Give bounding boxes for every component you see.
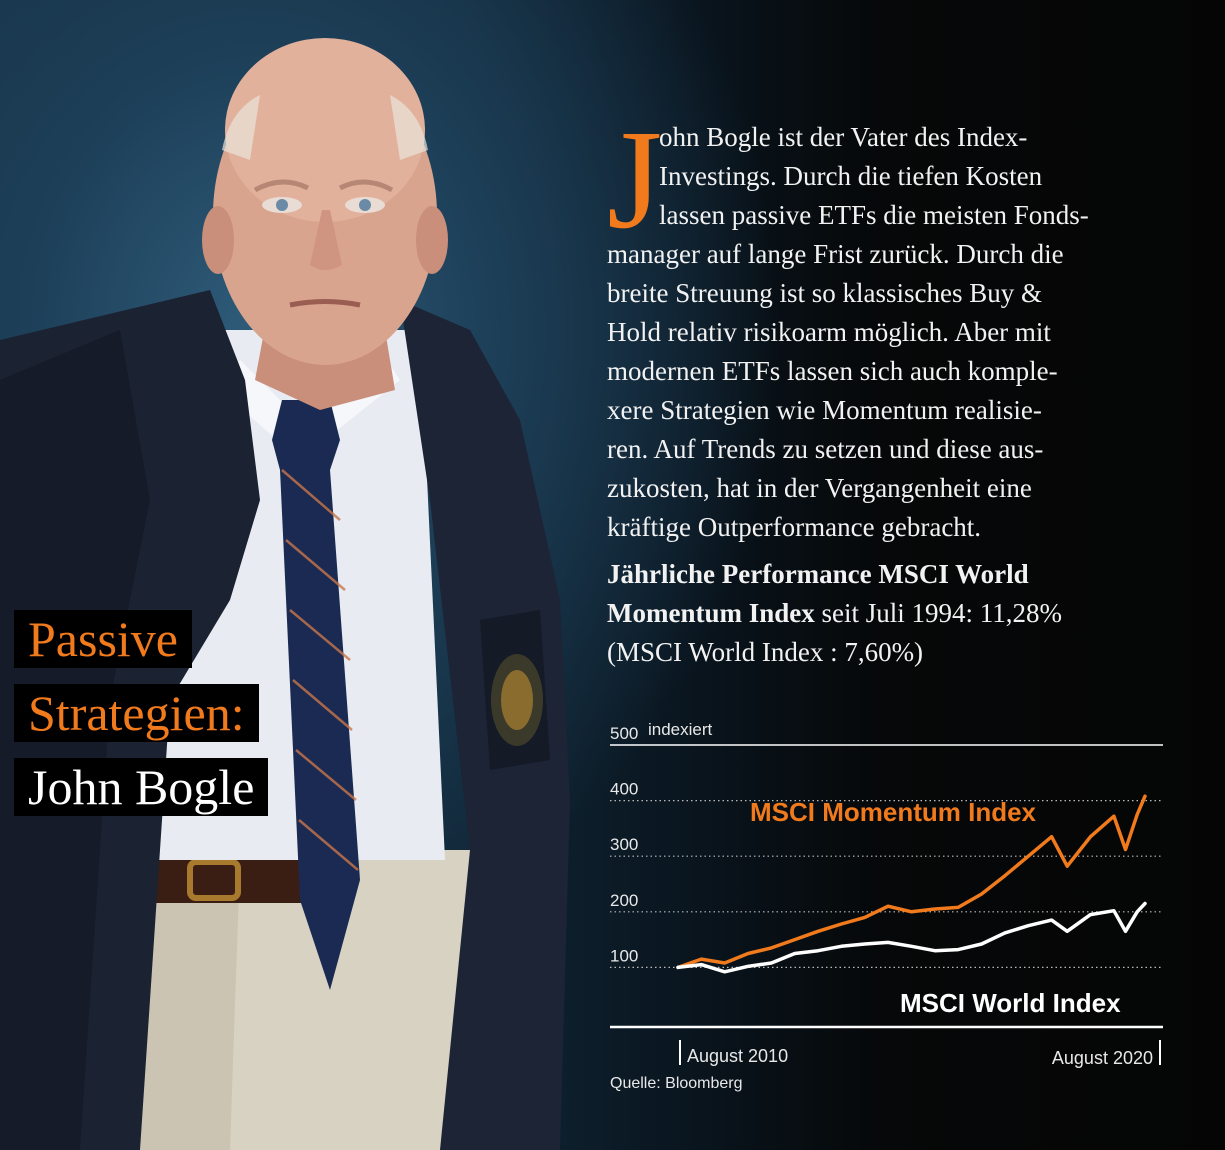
article-line: modernen ETFs lassen sich auch komple- [607,356,1058,386]
portrait-photo [0,38,570,1150]
article-line: ren. Auf Trends zu setzen und diese aus- [607,434,1044,464]
headline-line-1: Passive [14,610,192,668]
y-tick-label: 300 [610,835,638,854]
article-line: Hold relativ risikoarm möglich. Aber mit [607,317,1051,347]
series-line-momentum [676,794,1147,970]
headline-line-3: John Bogle [14,758,269,816]
article-text: ohn Bogle ist der Vater des Index- Inves… [607,118,1187,547]
performance-chart: 100 200 300 400 500 indexiert August 2010 Au… [610,720,1163,1092]
stat-bold-2: Momentum Index [607,598,815,628]
article-line: kräftige Outperformance gebracht. [607,512,982,542]
y-axis-label: indexiert [648,720,713,739]
series-label-momentum: MSCI Momentum Index [750,797,1037,827]
article-line: ohn Bogle ist der Vater des Index- [659,122,1028,152]
x-tick-label: August 2010 [687,1046,788,1066]
stat-bold-1: Jährliche Performance MSCI World [607,559,1029,589]
article-line: breite Streuung ist so klassisches Buy & [607,278,1042,308]
y-tick-label: 500 [610,724,638,743]
x-tick-label: August 2020 [1052,1048,1153,1068]
chart-grid [610,744,1163,968]
y-tick-label: 100 [610,946,638,965]
chart-y-ticks: 100 200 300 400 500 [610,724,638,965]
series-label-world: MSCI World Index [900,988,1121,1018]
y-tick-label: 200 [610,891,638,910]
article-line: manager auf lange Frist zurück. Durch di… [607,239,1064,269]
article-line: xere Strategien wie Momentum realisie- [607,395,1042,425]
article-line: Investings. Durch die tiefen Kosten [659,161,1043,191]
article-line: lassen passive ETFs die meisten Fonds- [659,200,1089,230]
headline-line-2: Strategien: [14,684,259,742]
y-tick-label: 400 [610,780,638,799]
article-line: zukosten, hat in der Vergangenheit eine [607,473,1032,503]
stat-line-3: (MSCI World Index : 7,60%) [607,637,924,667]
article-dropcap: J [607,100,663,258]
chart-source: Quelle: Bloomberg [610,1075,743,1092]
series-line-world [676,901,1147,974]
performance-statement: Jährliche Performance MSCI World Momentu… [607,555,1197,672]
chart-series [676,794,1147,974]
stat-rest-2: seit Juli 1994: 11,28% [814,598,1063,628]
